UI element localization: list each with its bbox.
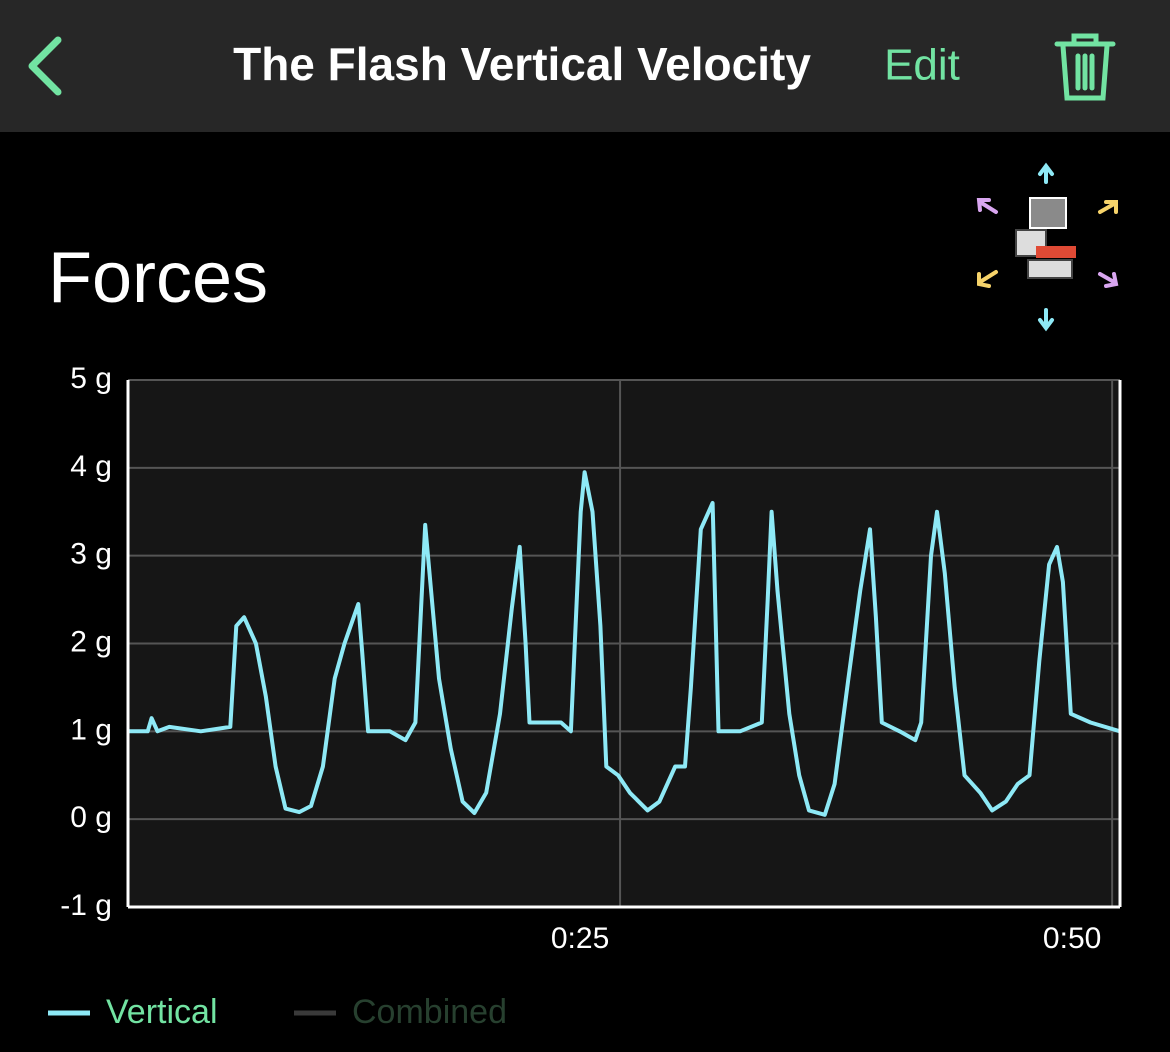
- y-tick-label: 4 g: [70, 450, 112, 483]
- section-title: Forces: [48, 238, 268, 318]
- legend-label[interactable]: Vertical: [106, 993, 218, 1031]
- y-tick-label: 3 g: [70, 538, 112, 571]
- x-tick-label: 0:25: [551, 922, 609, 955]
- back-button[interactable]: [28, 36, 62, 96]
- x-tick-label: 0:50: [1043, 922, 1101, 955]
- y-tick-label: 1 g: [70, 713, 112, 746]
- nav-bar: [0, 0, 1170, 132]
- legend-label[interactable]: Combined: [352, 993, 507, 1031]
- trash-button[interactable]: [1054, 33, 1116, 101]
- y-tick-label: 2 g: [70, 625, 112, 658]
- orientation-icon: [976, 162, 1119, 332]
- y-tick-label: 0 g: [70, 801, 112, 834]
- nav-title: The Flash Vertical Velocity: [233, 38, 811, 90]
- edit-button[interactable]: Edit: [884, 41, 960, 90]
- y-tick-label: 5 g: [70, 362, 112, 395]
- chart: -1 g 0 g 1 g 2 g 3 g 4 g 5 g 0:25 0:50: [60, 362, 1121, 955]
- series-line: [128, 470, 1121, 817]
- legend: Vertical Combined: [48, 993, 507, 1031]
- y-tick-label: -1 g: [60, 889, 112, 922]
